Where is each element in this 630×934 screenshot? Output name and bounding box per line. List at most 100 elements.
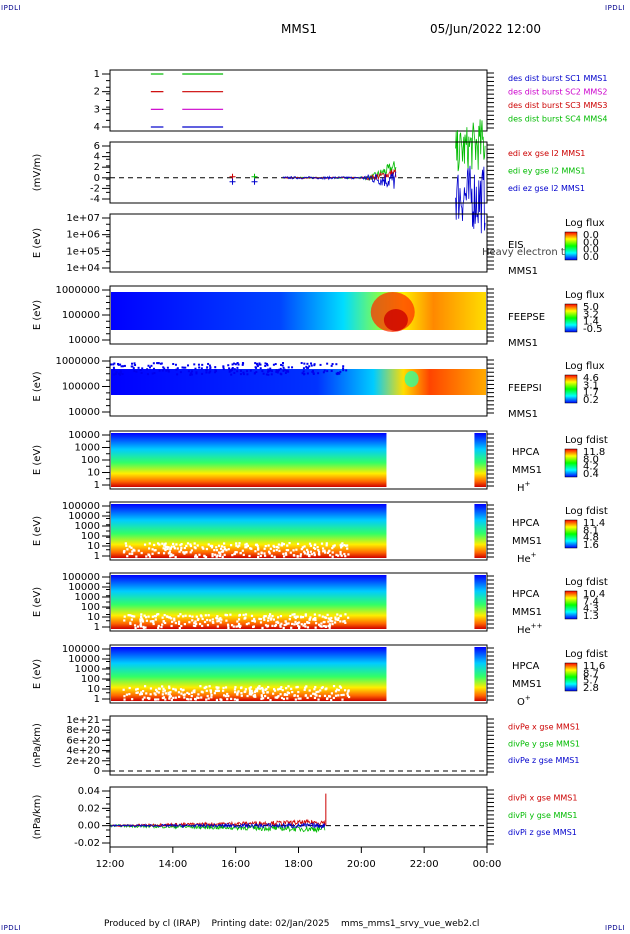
feepsi-speckle: [275, 369, 278, 372]
hpca-dropout: [293, 613, 296, 616]
hpca-dropout: [262, 697, 265, 700]
colorbar-tick-label: 11.8: [583, 447, 605, 458]
hpca-dropout: [225, 549, 228, 552]
hpca-dropout: [244, 688, 247, 691]
feepsi-speckle: [258, 363, 261, 366]
hpca-dropout: [296, 685, 299, 689]
feepsi-cool-spot: [404, 371, 419, 387]
hpca-dropout: [222, 549, 225, 552]
hpca-dropout: [331, 555, 334, 558]
hpca-dropout: [163, 689, 167, 692]
hpca-dropout: [347, 616, 350, 619]
instrument-label: HPCA: [512, 661, 540, 672]
hpca-dropout: [131, 552, 134, 555]
hpca-dropout: [257, 555, 260, 559]
hpca-dropout: [136, 625, 140, 628]
feepsi-speckle: [182, 366, 185, 369]
colorbar-tick-label: 11.4: [583, 518, 605, 529]
hpca-dropout: [161, 693, 164, 696]
hpca-dropout: [206, 618, 209, 622]
hpca-dropout: [299, 553, 303, 556]
hpca-dropout: [172, 542, 175, 546]
hpca-dropout: [339, 620, 342, 623]
y-tick-label: 0.04: [78, 786, 100, 797]
hpca-dropout: [182, 615, 185, 618]
hpca-dropout: [285, 622, 289, 625]
y-tick-label: 4e+20: [66, 746, 100, 757]
species-charge: ++: [531, 622, 543, 630]
hpca-dropout: [314, 547, 317, 550]
hpca-dropout: [295, 686, 298, 689]
hpca-dropout: [164, 621, 167, 625]
y-tick-label: 1: [94, 480, 100, 491]
feepsi-speckle: [113, 368, 116, 371]
hpca-dropout: [347, 690, 350, 693]
colorbar-tick-label: 10.4: [583, 589, 605, 600]
hpca-dropout: [340, 554, 343, 557]
hpca-dropout: [334, 694, 338, 697]
hpca-dropout: [308, 689, 311, 692]
hpca-dropout: [152, 621, 155, 624]
hpca-dropout: [190, 549, 193, 552]
species-charge: +: [531, 551, 537, 559]
hpca-dropout: [308, 618, 311, 621]
feepsi-speckle: [310, 364, 313, 367]
colorbar-tick-label: 4.2: [583, 462, 599, 473]
hpca-dropout: [196, 618, 200, 621]
hpca-dropout: [215, 549, 219, 552]
feepsi-speckle: [198, 366, 201, 369]
hpca-dropout: [297, 624, 300, 627]
hpca-dropout: [287, 692, 291, 695]
hpca-dropout: [236, 620, 239, 623]
feepsi-speckle: [157, 362, 160, 365]
hpca-dropout: [263, 547, 266, 550]
feepsi-speckle: [265, 373, 268, 376]
hpca-dropout: [172, 554, 175, 557]
feepsi-speckle: [112, 366, 115, 369]
hpca-dropout: [211, 544, 214, 548]
hpca-dropout: [305, 548, 309, 551]
feepsi-speckle: [120, 365, 123, 368]
feepsi-speckle: [187, 370, 190, 373]
hpca-dropout: [255, 688, 258, 691]
hpca-dropout: [158, 543, 161, 546]
hpca-dropout: [169, 555, 172, 558]
hpca-dropout: [170, 620, 174, 623]
colorbar-tick-label: 0.0: [583, 245, 599, 256]
y-tick-label: 10000: [68, 335, 100, 346]
hpca-dropout: [277, 546, 280, 549]
hpca-dropout: [148, 547, 151, 550]
hpca-dropout: [216, 615, 219, 618]
hpca-dropout: [307, 554, 311, 557]
panel-divpi: 0.04 0.02 0.00 -0.02 (nPa/km) divPi x gse MMS…: [32, 786, 577, 849]
hpca-dropout: [235, 544, 238, 547]
hpca-dropout: [222, 689, 225, 692]
spacecraft-label: MMS1: [512, 679, 542, 690]
hpca-dropout: [268, 614, 271, 618]
hpca-dropout: [161, 542, 164, 545]
hpca-dropout: [215, 686, 218, 689]
hpca-dropout: [250, 547, 253, 550]
feepsi-speckle: [308, 365, 311, 368]
hpca-dropout: [194, 554, 197, 557]
hpca-dropout: [332, 696, 335, 700]
hpca-dropout: [313, 688, 316, 691]
x-tick-label: 12:00: [96, 859, 125, 870]
hpca-dropout: [227, 694, 230, 698]
x-axis: 12:00 14:00 16:00 18:00 20:00 22:00 00:00: [96, 847, 501, 870]
feepsi-speckle: [264, 364, 267, 367]
corner-label-bottom-right: IPDLI: [605, 924, 626, 932]
hpca-dropout: [295, 615, 298, 618]
colorbar: [564, 374, 578, 404]
hpca-dropout: [201, 546, 204, 549]
y-tick-label: 1: [94, 551, 100, 562]
hpca-dropout: [229, 544, 233, 547]
y-axis-label: E (eV): [32, 659, 43, 689]
feepsi-speckle: [209, 367, 212, 370]
feepsi-speckle: [227, 364, 230, 367]
y-tick-label: 10000: [68, 430, 100, 441]
hpca-dropout: [317, 552, 321, 556]
hpca-dropout: [331, 623, 334, 626]
hpca-dropout: [234, 551, 237, 554]
